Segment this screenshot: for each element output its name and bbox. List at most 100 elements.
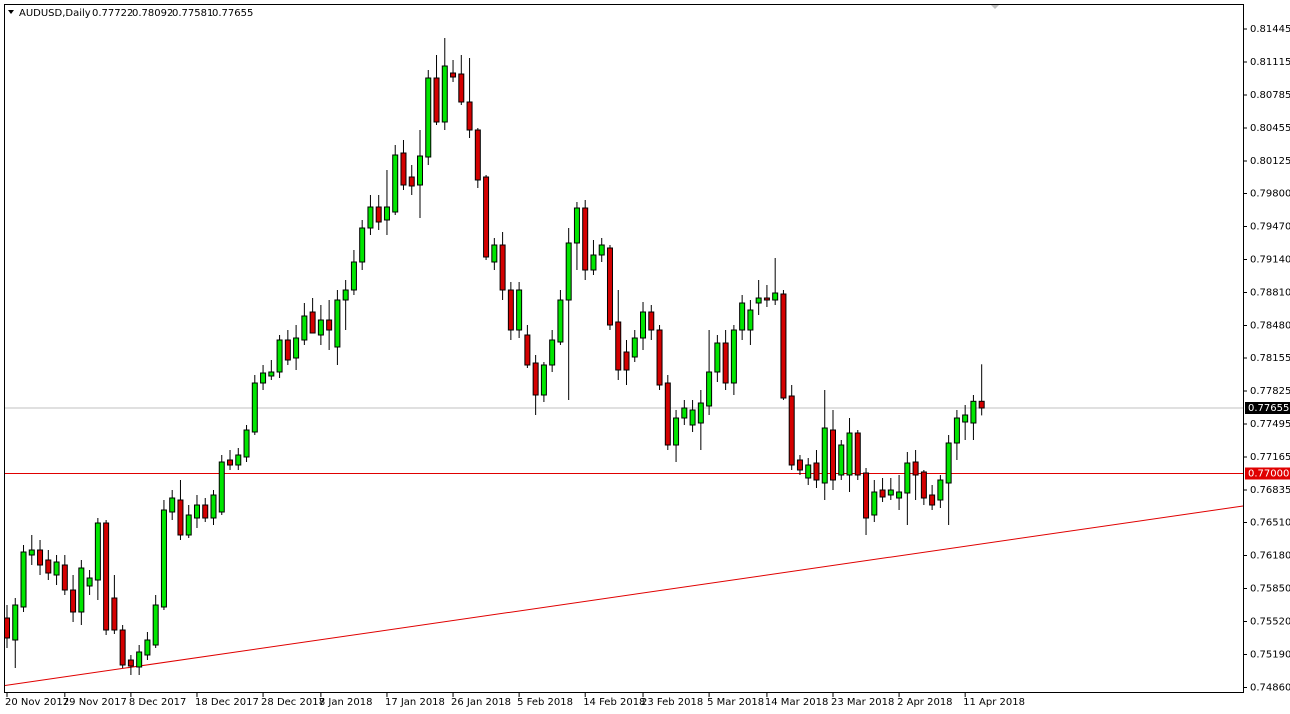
candle-body — [408, 176, 415, 187]
candle-body — [276, 339, 283, 373]
candle-body — [516, 289, 523, 331]
candle-body — [152, 604, 159, 646]
candle-body — [540, 364, 547, 396]
candle-body — [970, 400, 977, 424]
candle-body — [483, 176, 490, 258]
candle-body — [739, 302, 746, 331]
y-tick-label: 0.81115 — [1250, 57, 1290, 68]
candle-body — [920, 471, 927, 499]
candle-body — [169, 497, 176, 513]
y-tick-label: 0.76180 — [1250, 551, 1290, 562]
candle-body — [582, 207, 589, 271]
menu-arrow — [8, 10, 14, 14]
candle-body — [606, 247, 613, 326]
price-label-box — [1245, 402, 1290, 414]
candle-body — [474, 129, 481, 181]
x-tick-label: 5 Mar 2018 — [707, 697, 764, 708]
x-tick-label: 8 Jan 2018 — [319, 697, 373, 708]
candle-body — [4, 617, 10, 639]
candle-body — [640, 311, 647, 339]
candle-body — [838, 444, 845, 476]
header-value: 0.78092 — [132, 8, 173, 19]
x-tick-label: 17 Jan 2018 — [385, 697, 445, 708]
y-tick-label: 0.76510 — [1250, 518, 1290, 529]
candle-body — [144, 639, 151, 656]
candle-body — [962, 414, 969, 423]
shift-marker — [991, 5, 999, 9]
candle-body — [937, 479, 944, 501]
y-tick-label: 0.77165 — [1250, 452, 1290, 463]
candle-body — [631, 337, 638, 358]
candle-body — [28, 549, 35, 556]
candle-body — [796, 459, 803, 471]
y-tick-label: 0.80785 — [1250, 90, 1290, 101]
candle-body — [929, 494, 936, 506]
candle-body — [507, 289, 514, 331]
y-tick-label: 0.75850 — [1250, 584, 1290, 595]
candle-body — [549, 339, 556, 366]
candle-body — [821, 427, 828, 484]
plot-frame — [4, 4, 1244, 693]
header-value: 0.77722 — [92, 8, 133, 19]
x-tick-label: 23 Feb 2018 — [641, 697, 703, 708]
candle-body — [896, 491, 903, 499]
x-tick-label: 14 Feb 2018 — [583, 697, 645, 708]
candle-body — [863, 472, 870, 519]
candle-body — [755, 297, 762, 304]
y-tick-label: 0.80455 — [1250, 123, 1290, 134]
candle-body — [317, 319, 324, 336]
candle-body — [565, 242, 572, 301]
y-tick-label: 0.77825 — [1250, 386, 1290, 397]
candle-body — [70, 589, 77, 613]
candle-body — [830, 429, 836, 481]
candle-body — [805, 464, 812, 479]
candle-body — [94, 522, 101, 581]
candle-body — [458, 73, 465, 103]
header-value: 0.77581 — [172, 8, 213, 19]
candle-body — [598, 244, 605, 256]
candle-body — [235, 454, 242, 466]
candle-body — [887, 489, 894, 496]
candle-body — [136, 651, 143, 668]
candle-body — [697, 402, 704, 424]
candle-body — [730, 329, 737, 384]
candle-body — [945, 442, 952, 484]
candle-body — [227, 459, 234, 466]
price-label-box — [1245, 467, 1290, 480]
candle-body — [681, 407, 688, 419]
candle-body — [499, 244, 506, 291]
candle-body — [326, 319, 333, 331]
candle-body — [45, 559, 52, 574]
x-tick-label: 8 Dec 2017 — [129, 697, 187, 708]
candle-body — [119, 629, 126, 666]
candle-body — [450, 72, 457, 78]
candle-body — [37, 549, 44, 566]
candle-body — [788, 395, 795, 466]
price-label: 0.77655 — [1248, 403, 1289, 414]
y-tick-label: 0.75190 — [1250, 650, 1290, 661]
candle-body — [953, 417, 960, 444]
candle-body — [342, 289, 349, 301]
candle-body — [623, 351, 630, 371]
y-tick-label: 0.78155 — [1250, 353, 1290, 364]
x-tick-label: 5 Feb 2018 — [517, 697, 573, 708]
candle-body — [706, 371, 713, 407]
candle-body — [309, 311, 316, 334]
candle-body — [656, 329, 663, 386]
candle-body — [425, 77, 432, 158]
candle-body — [912, 461, 919, 476]
candle-body — [392, 154, 399, 213]
candle-body — [648, 311, 655, 331]
price-label: 0.77000 — [1248, 469, 1289, 480]
x-tick-label: 20 Nov 2017 — [5, 697, 69, 708]
candle-body — [177, 499, 184, 536]
candle-body — [202, 504, 209, 519]
candle-body — [127, 659, 134, 667]
x-tick-label: 11 Apr 2018 — [963, 697, 1025, 708]
candle-body — [780, 293, 787, 399]
candle-body — [78, 567, 85, 613]
